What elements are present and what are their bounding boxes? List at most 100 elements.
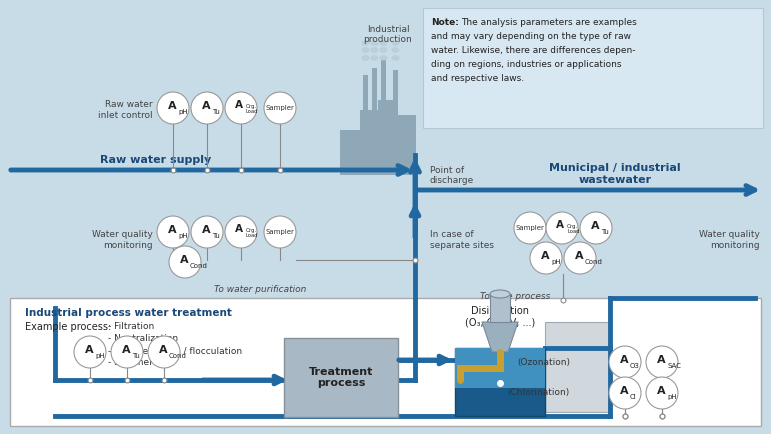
Text: A: A: [574, 251, 584, 261]
Circle shape: [530, 242, 562, 274]
Text: - Softener: - Softener: [108, 358, 153, 367]
Text: (Chlorination): (Chlorination): [508, 388, 570, 398]
Ellipse shape: [371, 47, 379, 53]
Text: ding on regions, industries or applications: ding on regions, industries or applicati…: [431, 60, 621, 69]
Bar: [393, 70, 398, 115]
Text: A: A: [620, 355, 628, 365]
Ellipse shape: [362, 40, 369, 46]
Text: and may vary depending on the type of raw: and may vary depending on the type of ra…: [431, 32, 631, 41]
Ellipse shape: [490, 290, 510, 298]
Bar: [455, 348, 545, 416]
Circle shape: [169, 246, 201, 278]
Text: Note:: Note:: [431, 18, 459, 27]
Ellipse shape: [392, 47, 399, 53]
Text: A: A: [202, 225, 210, 235]
Text: Sampler: Sampler: [265, 105, 295, 111]
Text: A: A: [235, 224, 243, 234]
Text: Treatment
process: Treatment process: [309, 367, 373, 388]
Circle shape: [148, 336, 180, 368]
Text: A: A: [657, 355, 665, 365]
Circle shape: [111, 336, 143, 368]
Text: To water purification: To water purification: [214, 285, 306, 294]
Circle shape: [514, 212, 546, 244]
Circle shape: [646, 346, 678, 378]
Text: Tu: Tu: [212, 109, 220, 115]
Circle shape: [264, 92, 296, 124]
Text: A: A: [657, 386, 665, 396]
Ellipse shape: [379, 47, 388, 53]
Text: pH: pH: [95, 353, 105, 359]
Bar: [340, 130, 360, 175]
FancyBboxPatch shape: [10, 298, 761, 426]
Bar: [372, 68, 377, 111]
Text: (Ozonation): (Ozonation): [517, 358, 570, 366]
Ellipse shape: [379, 55, 388, 61]
Text: A: A: [167, 225, 177, 235]
Circle shape: [564, 242, 596, 274]
Circle shape: [157, 216, 189, 248]
Text: SAC: SAC: [667, 363, 681, 369]
Ellipse shape: [362, 55, 369, 61]
Circle shape: [191, 92, 223, 124]
Text: Tu: Tu: [132, 353, 140, 359]
Bar: [363, 75, 368, 111]
Text: Cond: Cond: [169, 353, 187, 359]
Text: Cl: Cl: [630, 394, 637, 400]
Text: Raw water supply: Raw water supply: [100, 155, 211, 165]
Text: Tu: Tu: [212, 233, 220, 239]
Text: Org.
Load: Org. Load: [567, 224, 580, 234]
Circle shape: [580, 212, 612, 244]
Text: Point of
discharge: Point of discharge: [430, 166, 474, 185]
Text: A: A: [167, 101, 177, 111]
Text: A: A: [85, 345, 93, 355]
Bar: [545, 322, 610, 412]
Text: Tu: Tu: [601, 229, 609, 235]
Text: Cond: Cond: [585, 259, 603, 265]
Text: Municipal / industrial
wastewater: Municipal / industrial wastewater: [549, 163, 681, 185]
Text: A: A: [556, 220, 564, 230]
Text: and respective laws.: and respective laws.: [431, 74, 524, 83]
Polygon shape: [482, 322, 518, 352]
Text: A: A: [591, 221, 599, 231]
Text: Industrial process water treatment: Industrial process water treatment: [25, 308, 232, 318]
Circle shape: [546, 212, 578, 244]
Text: O3: O3: [630, 363, 640, 369]
Ellipse shape: [362, 47, 369, 53]
Circle shape: [609, 346, 641, 378]
Text: Water quality
monitoring: Water quality monitoring: [699, 230, 760, 250]
Text: A: A: [202, 101, 210, 111]
Text: Sampler: Sampler: [265, 229, 295, 235]
Text: Org.
Load: Org. Load: [246, 228, 258, 238]
Text: The analysis parameters are examples: The analysis parameters are examples: [461, 18, 637, 27]
Text: pH: pH: [178, 109, 187, 115]
Bar: [378, 100, 394, 175]
Text: In case of
separate sites: In case of separate sites: [430, 230, 494, 250]
Text: - Filtration: - Filtration: [108, 322, 154, 331]
Text: A: A: [620, 386, 628, 396]
Ellipse shape: [379, 40, 388, 46]
Text: - Sedimentation / flocculation: - Sedimentation / flocculation: [108, 346, 242, 355]
Text: Disinfection
(O₃, Cl, UV, ...): Disinfection (O₃, Cl, UV, ...): [465, 306, 535, 328]
Ellipse shape: [392, 55, 399, 61]
Bar: [360, 110, 378, 175]
Circle shape: [264, 216, 296, 248]
Text: Raw water
inlet control: Raw water inlet control: [99, 100, 153, 120]
FancyBboxPatch shape: [423, 8, 763, 128]
Text: pH: pH: [667, 394, 677, 400]
Text: pH: pH: [551, 259, 561, 265]
Bar: [394, 115, 416, 175]
Circle shape: [646, 377, 678, 409]
Circle shape: [191, 216, 223, 248]
Text: Example process:: Example process:: [25, 322, 111, 332]
Text: A: A: [180, 255, 188, 265]
Text: - Neutralization: - Neutralization: [108, 334, 178, 343]
Text: water. Likewise, there are differences depen-: water. Likewise, there are differences d…: [431, 46, 635, 55]
Text: Industrial
production: Industrial production: [364, 25, 412, 44]
Ellipse shape: [392, 40, 399, 46]
Circle shape: [225, 92, 257, 124]
Text: A: A: [235, 100, 243, 110]
Text: Water quality
monitoring: Water quality monitoring: [92, 230, 153, 250]
Ellipse shape: [371, 55, 379, 61]
Text: Sampler: Sampler: [516, 225, 544, 231]
FancyBboxPatch shape: [284, 338, 398, 417]
